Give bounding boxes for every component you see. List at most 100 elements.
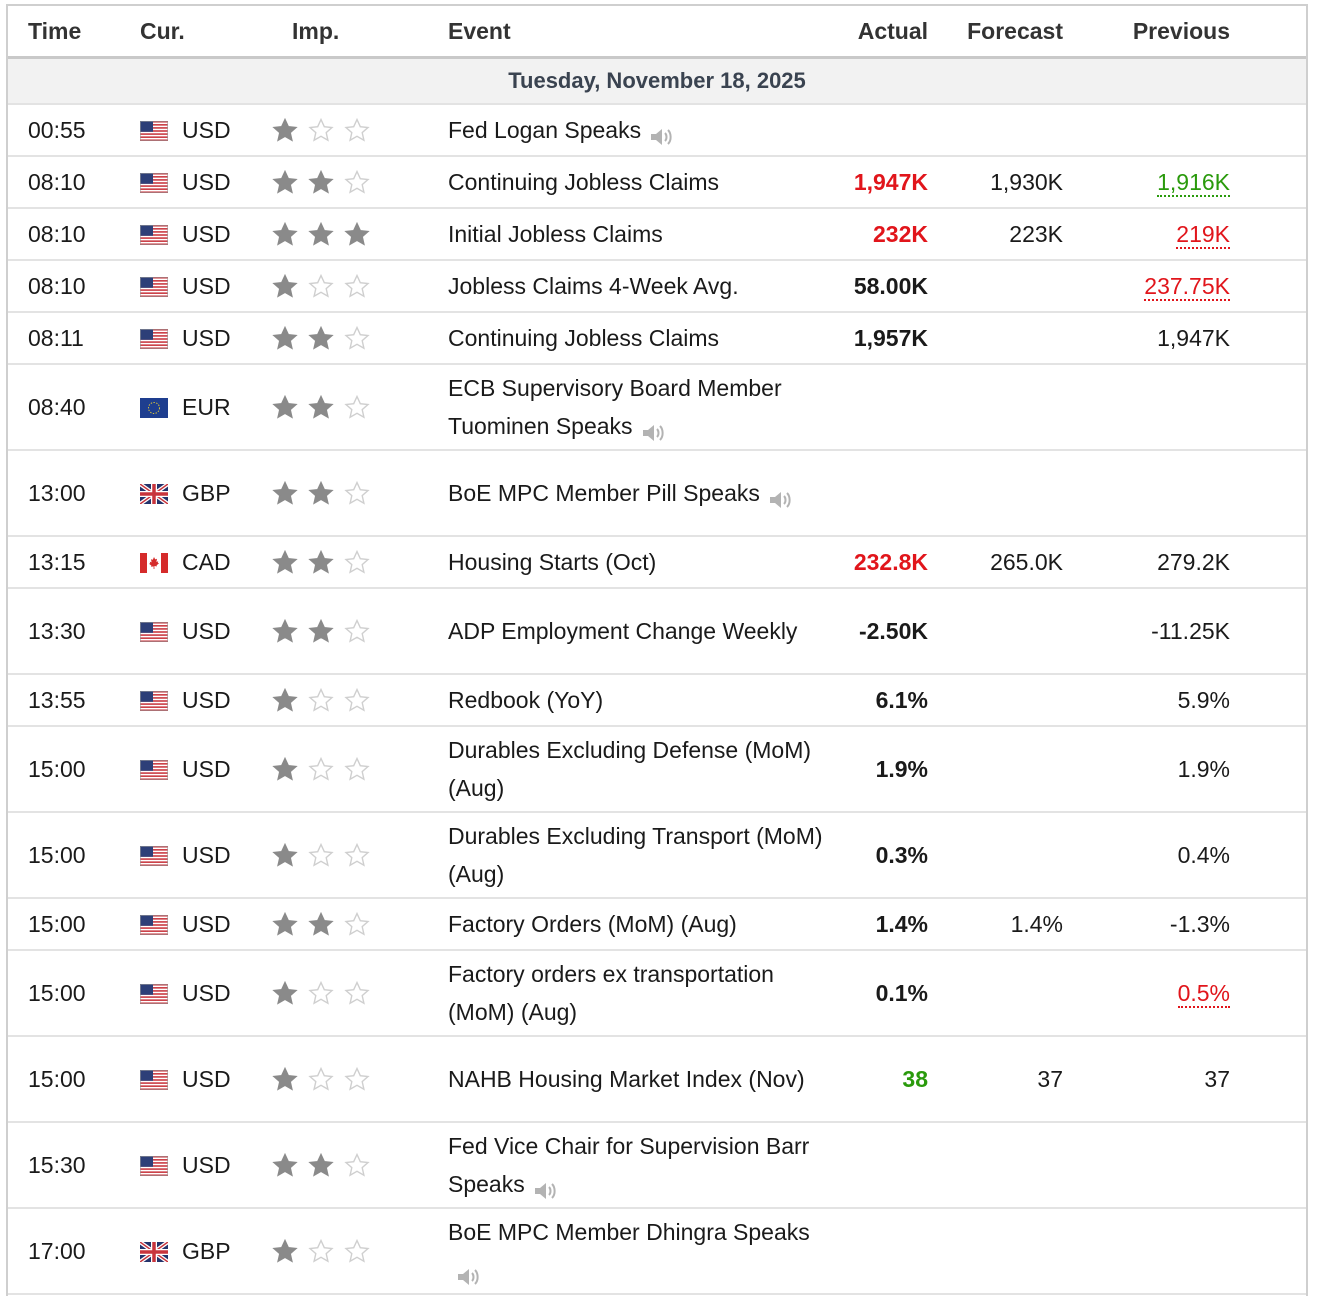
speaker-icon[interactable]: [641, 417, 667, 441]
previous-text[interactable]: 1,916K: [1157, 168, 1230, 197]
event-name[interactable]: NAHB Housing Market Index (Nov): [448, 1066, 805, 1092]
table-row[interactable]: 08:40 EUR ECB Supervisory Board Member Tuo…: [8, 365, 1306, 451]
event-name[interactable]: Redbook (YoY): [448, 687, 604, 713]
event-name[interactable]: BoE MPC Member Pill Speaks: [448, 480, 760, 506]
event-cell[interactable]: Fed Vice Chair for Supervision Barr Spea…: [448, 1127, 828, 1203]
header-time[interactable]: Time: [28, 17, 82, 44]
event-cell[interactable]: Continuing Jobless Claims: [448, 319, 828, 357]
speaker-icon[interactable]: [456, 1261, 482, 1285]
star-filled-icon: [308, 394, 334, 419]
header-currency[interactable]: Cur.: [140, 17, 185, 44]
event-cell[interactable]: NAHB Housing Market Index (Nov): [448, 1060, 828, 1098]
table-row[interactable]: 08:10 USD Continuing Jobless Claims 1,947K 1…: [8, 157, 1306, 209]
actual-text: 232K: [873, 220, 928, 247]
event-name[interactable]: Durables Excluding Defense (MoM) (Aug): [448, 737, 812, 801]
previous-text[interactable]: 0.5%: [1177, 979, 1230, 1008]
table-row[interactable]: 15:00 USD Durables Excluding Defense (MoM)…: [8, 727, 1306, 813]
header-previous[interactable]: Previous: [1132, 17, 1230, 44]
star-filled-icon: [308, 221, 334, 246]
event-cell[interactable]: Initial Jobless Claims: [448, 215, 828, 253]
event-cell[interactable]: BoE MPC Member Pill Speaks: [448, 474, 828, 512]
previous-text: -1.3%: [1169, 910, 1230, 937]
importance-stars: [270, 618, 448, 644]
table-row[interactable]: 13:30 USD ADP Employment Change Weekly -2.5…: [8, 589, 1306, 675]
event-name[interactable]: Factory orders ex transportation (MoM) (…: [448, 961, 774, 1025]
forecast-value: 265.0K: [928, 549, 1063, 576]
importance-stars: [270, 394, 448, 420]
event-name[interactable]: Continuing Jobless Claims: [448, 169, 720, 195]
currency-code: USD: [182, 686, 231, 713]
us-flag-icon: [140, 328, 168, 349]
actual-value: 0.3%: [828, 842, 928, 869]
speaker-icon[interactable]: [649, 121, 675, 145]
previous-text: 1.9%: [1177, 755, 1230, 782]
table-row[interactable]: 08:10 USD Jobless Claims 4-Week Avg. 58.00K…: [8, 261, 1306, 313]
event-cell[interactable]: Fed Logan Speaks: [448, 111, 828, 149]
event-cell[interactable]: BoE MPC Member Dhingra Speaks: [448, 1213, 828, 1289]
star-empty-icon: [344, 911, 370, 936]
event-name[interactable]: ECB Supervisory Board Member Tuominen Sp…: [448, 375, 782, 439]
speaker-icon[interactable]: [768, 484, 794, 508]
event-time: 15:30: [28, 1151, 86, 1178]
header-event[interactable]: Event: [448, 18, 511, 44]
star-filled-icon: [272, 1066, 298, 1091]
event-cell[interactable]: Factory orders ex transportation (MoM) (…: [448, 955, 828, 1031]
event-name[interactable]: Fed Vice Chair for Supervision Barr Spea…: [448, 1133, 810, 1197]
currency-code: USD: [182, 116, 231, 143]
header-forecast[interactable]: Forecast: [967, 17, 1063, 44]
star-filled-icon: [308, 325, 334, 350]
currency-code: USD: [182, 617, 231, 644]
event-cell[interactable]: Redbook (YoY): [448, 681, 828, 719]
event-name[interactable]: ADP Employment Change Weekly: [448, 618, 798, 644]
header-actual[interactable]: Actual: [857, 17, 928, 44]
event-name[interactable]: Jobless Claims 4-Week Avg.: [448, 273, 739, 299]
event-cell[interactable]: Durables Excluding Transport (MoM) (Aug): [448, 817, 828, 893]
table-row[interactable]: 15:00 USD Durables Excluding Transport (Mo…: [8, 813, 1306, 899]
event-name[interactable]: BoE MPC Member Dhingra Speaks: [448, 1219, 810, 1245]
star-empty-icon: [344, 1152, 370, 1177]
event-cell[interactable]: Continuing Jobless Claims: [448, 163, 828, 201]
table-row[interactable]: 15:30 USD Fed Vice Chair for Supervision B…: [8, 1123, 1306, 1209]
event-list: 00:55 USD Fed Logan Speaks 08:10 USD Continui…: [8, 105, 1306, 1295]
event-name[interactable]: Fed Logan Speaks: [448, 117, 642, 143]
table-row[interactable]: 13:15 CAD Housing Starts (Oct) 232.8K 265.0K…: [8, 537, 1306, 589]
event-name[interactable]: Durables Excluding Transport (MoM) (Aug): [448, 823, 823, 887]
table-row[interactable]: 13:55 USD Redbook (YoY) 6.1% 5.9%: [8, 675, 1306, 727]
table-row[interactable]: 17:00 GBP BoE MPC Member Dhingra Speaks: [8, 1209, 1306, 1295]
table-row[interactable]: 08:10 USD Initial Jobless Claims 232K 223K 21…: [8, 209, 1306, 261]
event-name[interactable]: Initial Jobless Claims: [448, 221, 663, 247]
event-time: 08:40: [28, 393, 86, 420]
table-header: Time Cur. Imp. Event Actual Forecast Pre…: [8, 6, 1306, 59]
event-cell[interactable]: Durables Excluding Defense (MoM) (Aug): [448, 731, 828, 807]
event-cell[interactable]: Factory Orders (MoM) (Aug): [448, 905, 828, 943]
actual-value: 1.4%: [828, 911, 928, 938]
speaker-icon[interactable]: [533, 1175, 559, 1199]
currency-cell: USD: [140, 325, 270, 352]
importance-stars: [270, 169, 448, 195]
event-name[interactable]: Housing Starts (Oct): [448, 549, 657, 575]
table-row[interactable]: 08:11 USD Continuing Jobless Claims 1,957K 1…: [8, 313, 1306, 365]
currency-cell: USD: [140, 1152, 270, 1179]
event-cell[interactable]: Housing Starts (Oct): [448, 543, 828, 581]
table-row[interactable]: 15:00 USD NAHB Housing Market Index (Nov) 3…: [8, 1037, 1306, 1123]
table-row[interactable]: 00:55 USD Fed Logan Speaks: [8, 105, 1306, 157]
event-cell[interactable]: Jobless Claims 4-Week Avg.: [448, 267, 828, 305]
currency-code: USD: [182, 272, 231, 299]
currency-code: CAD: [182, 548, 231, 575]
previous-text[interactable]: 237.75K: [1144, 272, 1230, 301]
importance-stars: [270, 1066, 448, 1092]
header-importance[interactable]: Imp.: [292, 17, 340, 44]
actual-value: 0.1%: [828, 980, 928, 1007]
star-empty-icon: [344, 394, 370, 419]
event-name[interactable]: Factory Orders (MoM) (Aug): [448, 911, 737, 937]
previous-text[interactable]: 219K: [1176, 220, 1230, 249]
forecast-text: 1,930K: [990, 168, 1063, 195]
event-cell[interactable]: ADP Employment Change Weekly: [448, 612, 828, 650]
event-name[interactable]: Continuing Jobless Claims: [448, 325, 720, 351]
table-row[interactable]: 13:00 GBP BoE MPC Member Pill Speaks: [8, 451, 1306, 537]
table-row[interactable]: 15:00 USD Factory orders ex transportation…: [8, 951, 1306, 1037]
actual-value: 6.1%: [828, 687, 928, 714]
event-cell[interactable]: ECB Supervisory Board Member Tuominen Sp…: [448, 369, 828, 445]
uk-flag-icon: [138, 482, 170, 506]
table-row[interactable]: 15:00 USD Factory Orders (MoM) (Aug) 1.4% 1.…: [8, 899, 1306, 951]
